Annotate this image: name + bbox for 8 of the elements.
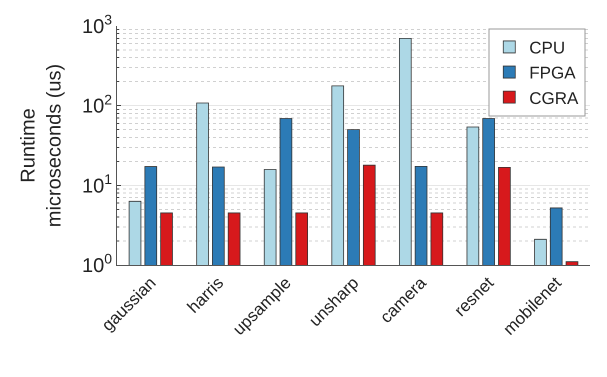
y-tick-label: 10$^{3}$ <box>82 12 112 38</box>
y-tick-label: 10$^{1}$ <box>82 170 112 198</box>
legend-label: FPGA <box>529 64 576 83</box>
legend-label: CPU <box>529 38 566 58</box>
y-tick-label: 10$^{2}$ <box>82 91 112 118</box>
y-axis-title: Runtime microseconds (us) <box>17 64 66 228</box>
y-tick-label: 10$^{0}$ <box>82 250 112 277</box>
legend-label: CGRA <box>529 88 580 108</box>
